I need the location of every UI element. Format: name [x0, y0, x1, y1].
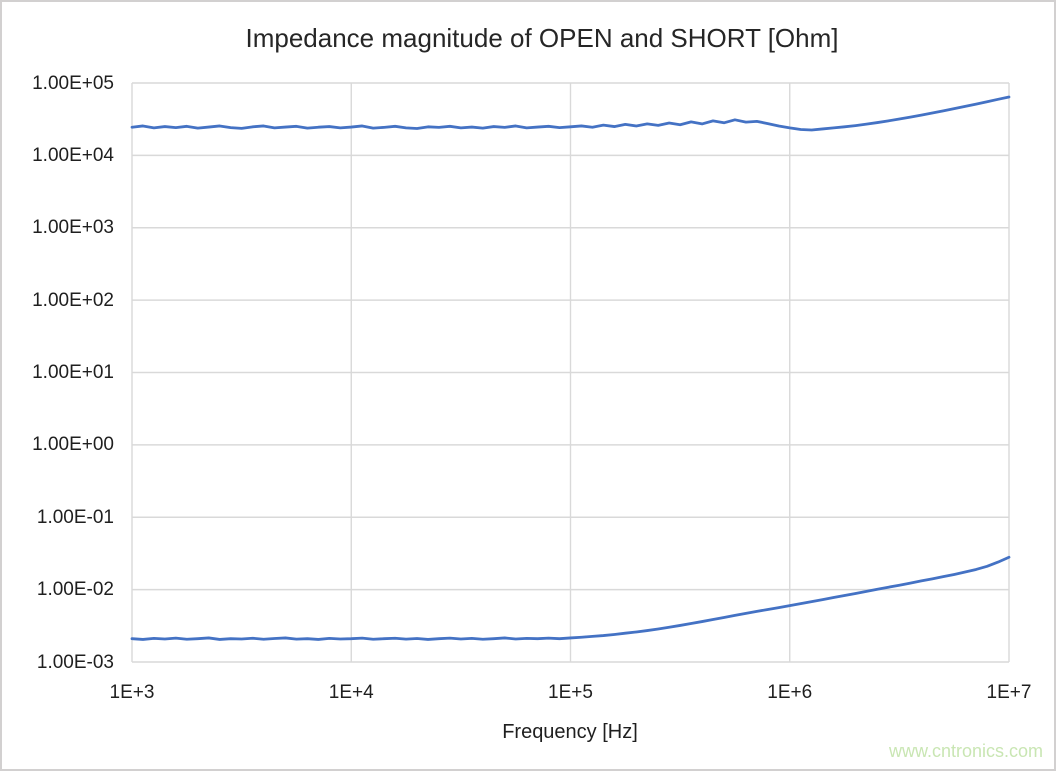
x-tick-label-1E+5: 1E+5: [548, 682, 593, 703]
y-tick-label-1.00E+02: 1.00E+02: [32, 289, 114, 311]
chart-title: Impedance magnitude of OPEN and SHORT [O…: [245, 23, 839, 53]
y-tick-label-1.00E-02: 1.00E-02: [36, 579, 114, 601]
y-tick-label-1.00E+01: 1.00E+01: [32, 362, 114, 383]
y-tick-label-1.00E-03: 1.00E-03: [36, 651, 114, 673]
watermark-text: www.cntronics.com: [888, 741, 1043, 761]
x-tick-label-1E+3: 1E+3: [109, 682, 155, 703]
y-tick-label-1.00E-01: 1.00E-01: [36, 506, 114, 528]
y-tick-label-1.00E+05: 1.00E+05: [32, 72, 114, 94]
series-line-open: [130, 95, 1011, 132]
y-tick-label-1.00E+03: 1.00E+03: [32, 217, 114, 239]
y-tick-label-1.00E+00: 1.00E+00: [32, 434, 114, 456]
x-tick-label-1E+4: 1E+4: [328, 682, 374, 703]
series-line-short: [130, 555, 1011, 641]
x-tick-label-1E+7: 1E+7: [986, 682, 1032, 703]
x-tick-label-1E+6: 1E+6: [767, 682, 813, 703]
y-tick-label-1.00E+04: 1.00E+04: [32, 144, 114, 166]
x-axis-title: Frequency [Hz]: [502, 721, 638, 743]
